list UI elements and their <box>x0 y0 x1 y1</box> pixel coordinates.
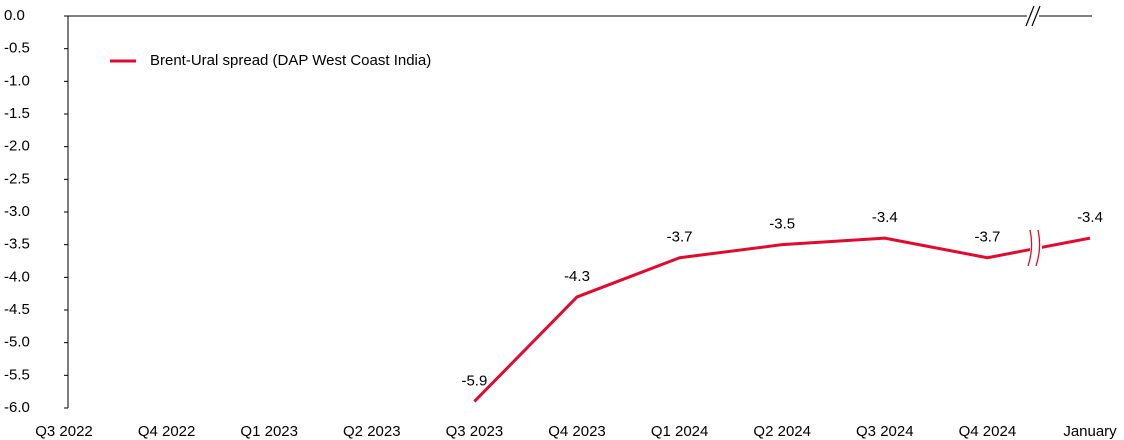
x-tick-label: Q1 2024 <box>651 423 709 440</box>
data-label: -3.4 <box>1077 209 1103 226</box>
data-label: -3.7 <box>974 229 1000 246</box>
data-label: -3.4 <box>872 209 898 226</box>
x-tick-label: Q4 2024 <box>959 423 1017 440</box>
data-label: -3.5 <box>769 216 795 233</box>
x-tick-label: Q3 2023 <box>446 423 504 440</box>
y-tick-label: -4.0 <box>4 268 30 285</box>
series-line <box>473 236 1091 403</box>
y-tick-label: -1.5 <box>4 105 30 122</box>
y-tick-label: -3.5 <box>4 236 30 253</box>
x-tick-label: Q3 2024 <box>856 423 914 440</box>
line-break <box>1027 229 1033 267</box>
y-tick-label: -5.0 <box>4 334 30 351</box>
x-tick-label: Q1 2023 <box>240 423 298 440</box>
y-tick-label: -0.5 <box>4 40 30 57</box>
legend-label: Brent-Ural spread (DAP West Coast India) <box>150 52 431 69</box>
data-label: -3.7 <box>667 229 693 246</box>
y-tick-label: -3.0 <box>4 203 30 220</box>
y-tick-label: -1.0 <box>4 72 30 89</box>
data-label: -5.9 <box>461 372 487 389</box>
x-tick-label: Q2 2024 <box>753 423 811 440</box>
y-tick-label: -6.0 <box>4 399 30 416</box>
data-label: -4.3 <box>564 268 590 285</box>
y-tick-label: -5.5 <box>4 366 30 383</box>
axis-break <box>1025 5 1041 27</box>
y-tick-label: 0.0 <box>4 7 25 24</box>
y-tick-label: -2.5 <box>4 170 30 187</box>
x-tick-label: Q2 2023 <box>343 423 401 440</box>
x-tick-label: January <box>1063 423 1117 440</box>
x-tick-label: Q4 2023 <box>548 423 606 440</box>
line-break <box>1035 229 1041 267</box>
y-tick-label: -2.0 <box>4 138 30 155</box>
y-tick-label: -4.5 <box>4 301 30 318</box>
x-tick-label: Q3 2022 <box>35 423 93 440</box>
x-tick-label: Q4 2022 <box>138 423 196 440</box>
